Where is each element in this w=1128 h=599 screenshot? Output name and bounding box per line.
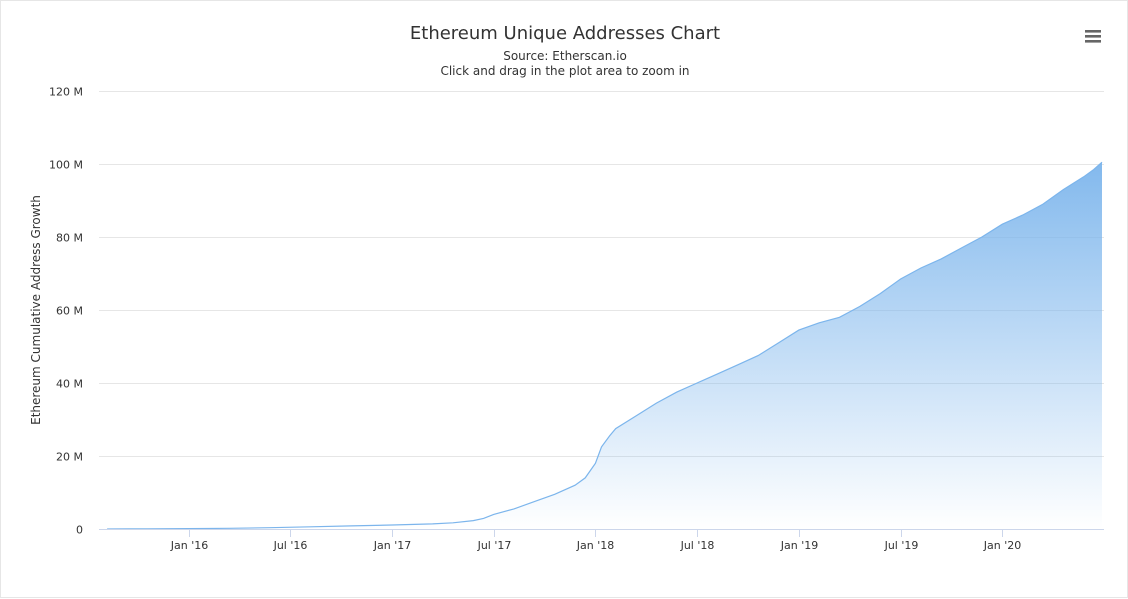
x-tick-label: Jul '19 <box>884 539 919 552</box>
y-tick-label: 120 M <box>49 86 83 99</box>
series-area-fill <box>107 162 1103 529</box>
x-tick-label: Jul '18 <box>680 539 715 552</box>
y-tick-label: 40 M <box>56 378 83 391</box>
x-tick-label: Jan '16 <box>170 539 208 552</box>
y-tick-label: 60 M <box>56 305 83 318</box>
chart-title: Ethereum Unique Addresses Chart <box>410 23 720 44</box>
chart-menu-button[interactable] <box>1079 23 1107 49</box>
x-tick-label: Jan '19 <box>780 539 818 552</box>
y-tick-label: 100 M <box>49 159 83 172</box>
chart-subtitle-source: Source: Etherscan.io <box>503 49 627 63</box>
x-tick-label: Jan '20 <box>983 539 1021 552</box>
hamburger-menu-icon <box>1085 30 1101 43</box>
y-axis-labels: 0 20 M 40 M 60 M 80 M 100 M 120 M <box>49 86 83 537</box>
series-line <box>107 161 1103 530</box>
y-tick-label: 0 <box>76 524 83 537</box>
x-tick-label: Jan '18 <box>576 539 614 552</box>
y-tick-label: 80 M <box>56 232 83 245</box>
y-axis-title: Ethereum Cumulative Address Growth <box>29 195 43 425</box>
chart-subtitle-hint: Click and drag in the plot area to zoom … <box>440 64 689 78</box>
x-tick-label: Jul '17 <box>477 539 512 552</box>
x-tick-label: Jul '16 <box>273 539 308 552</box>
x-axis-labels: Jan '16 Jul '16 Jan '17 Jul '17 Jan '18 Jul '… <box>170 529 1021 552</box>
series-group <box>107 161 1103 530</box>
y-tick-label: 20 M <box>56 451 83 464</box>
x-tick-label: Jan '17 <box>373 539 411 552</box>
